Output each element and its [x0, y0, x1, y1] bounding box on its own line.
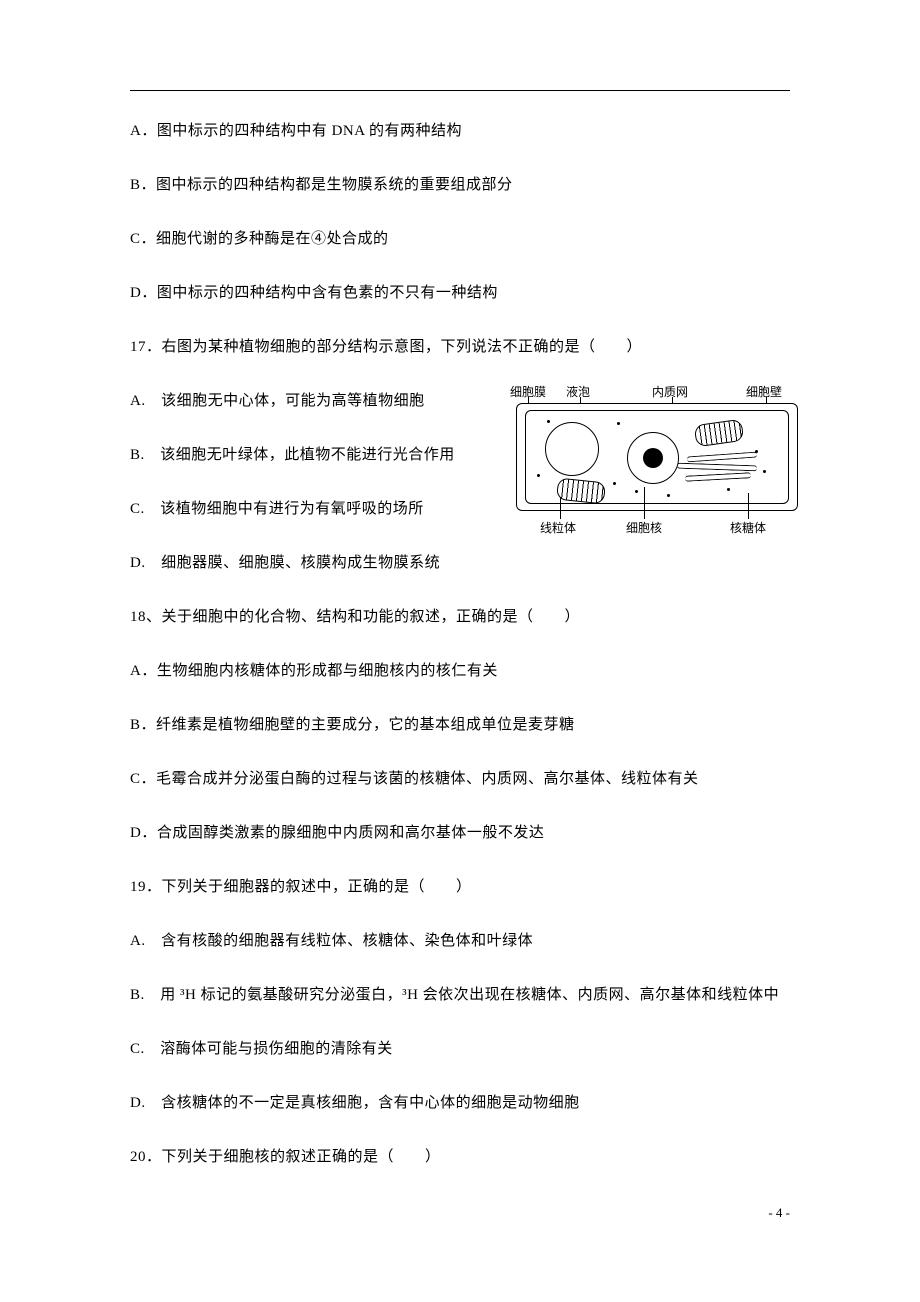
q18-stem: 18、关于细胞中的化合物、结构和功能的叙述，正确的是（ ）: [130, 605, 790, 629]
q19-option-d: D. 含核糖体的不一定是真核细胞，含有中心体的细胞是动物细胞: [130, 1091, 790, 1115]
lead-line: [644, 487, 645, 519]
label-vacuole: 液泡: [566, 383, 590, 400]
label-nucleus: 细胞核: [626, 519, 662, 536]
q16-option-b: B．图中标示的四种结构都是生物膜系统的重要组成部分: [130, 173, 790, 197]
q18-option-d: D．合成固醇类激素的腺细胞中内质网和高尔基体一般不发达: [130, 821, 790, 845]
q17-stem: 17．右图为某种植物细胞的部分结构示意图，下列说法不正确的是（ ）: [130, 335, 790, 359]
q16-option-c: C．细胞代谢的多种酶是在④处合成的: [130, 227, 790, 251]
nucleolus-shape: [643, 448, 663, 468]
ribosome-dot: [763, 470, 766, 473]
top-rule: [130, 90, 790, 91]
q19-option-c: C. 溶酶体可能与损伤细胞的清除有关: [130, 1037, 790, 1061]
label-mitochondrion: 线粒体: [540, 519, 576, 536]
cell-outline: [516, 403, 798, 511]
label-er: 内质网: [652, 383, 688, 400]
q17-block: 17．右图为某种植物细胞的部分结构示意图，下列说法不正确的是（ ） A. 该细胞…: [130, 335, 790, 575]
ribosome-dot: [635, 490, 638, 493]
q17-options: A. 该细胞无中心体，可能为高等植物细胞 B. 该细胞无叶绿体，此植物不能进行光…: [130, 389, 520, 575]
vacuole-shape: [545, 422, 599, 476]
label-cell-wall: 细胞壁: [746, 383, 782, 400]
q18-option-b: B．纤维素是植物细胞壁的主要成分，它的基本组成单位是麦芽糖: [130, 713, 790, 737]
ribosome-dot: [755, 450, 758, 453]
ribosome-dot: [667, 494, 670, 497]
lead-line: [748, 493, 749, 519]
label-ribosome: 核糖体: [730, 519, 766, 536]
q16-option-d: D．图中标示的四种结构中含有色素的不只有一种结构: [130, 281, 790, 305]
ribosome-dot: [617, 422, 620, 425]
q17-option-b: B. 该细胞无叶绿体，此植物不能进行光合作用: [130, 443, 520, 467]
ribosome-dot: [537, 474, 540, 477]
q19-option-a: A. 含有核酸的细胞器有线粒体、核糖体、染色体和叶绿体: [130, 929, 790, 953]
ribosome-dot: [613, 482, 616, 485]
ribosome-dot: [547, 420, 550, 423]
q17-option-a: A. 该细胞无中心体，可能为高等植物细胞: [130, 389, 520, 413]
q18-option-c: C．毛霉合成并分泌蛋白酶的过程与该菌的核糖体、内质网、高尔基体、线粒体有关: [130, 767, 790, 791]
q19-stem: 19．下列关于细胞器的叙述中，正确的是（ ）: [130, 875, 790, 899]
q16-option-a: A．图中标示的四种结构中有 DNA 的有两种结构: [130, 119, 790, 143]
q20-stem: 20．下列关于细胞核的叙述正确的是（ ）: [130, 1145, 790, 1169]
q17-option-c: C. 该植物细胞中有进行为有氧呼吸的场所: [130, 497, 520, 521]
cell-diagram: 细胞膜 液泡 内质网 细胞壁: [510, 379, 800, 539]
page-number: - 4 -: [768, 1205, 790, 1221]
ribosome-dot: [727, 488, 730, 491]
lead-line: [560, 497, 561, 519]
q19-option-b: B. 用 ³H 标记的氨基酸研究分泌蛋白，³H 会依次出现在核糖体、内质网、高尔…: [130, 983, 790, 1007]
nucleus-shape: [627, 432, 679, 484]
q18-option-a: A．生物细胞内核糖体的形成都与细胞核内的核仁有关: [130, 659, 790, 683]
q17-option-d: D. 细胞器膜、细胞膜、核膜构成生物膜系统: [130, 551, 520, 575]
document-page: A．图中标示的四种结构中有 DNA 的有两种结构 B．图中标示的四种结构都是生物…: [0, 0, 920, 1259]
